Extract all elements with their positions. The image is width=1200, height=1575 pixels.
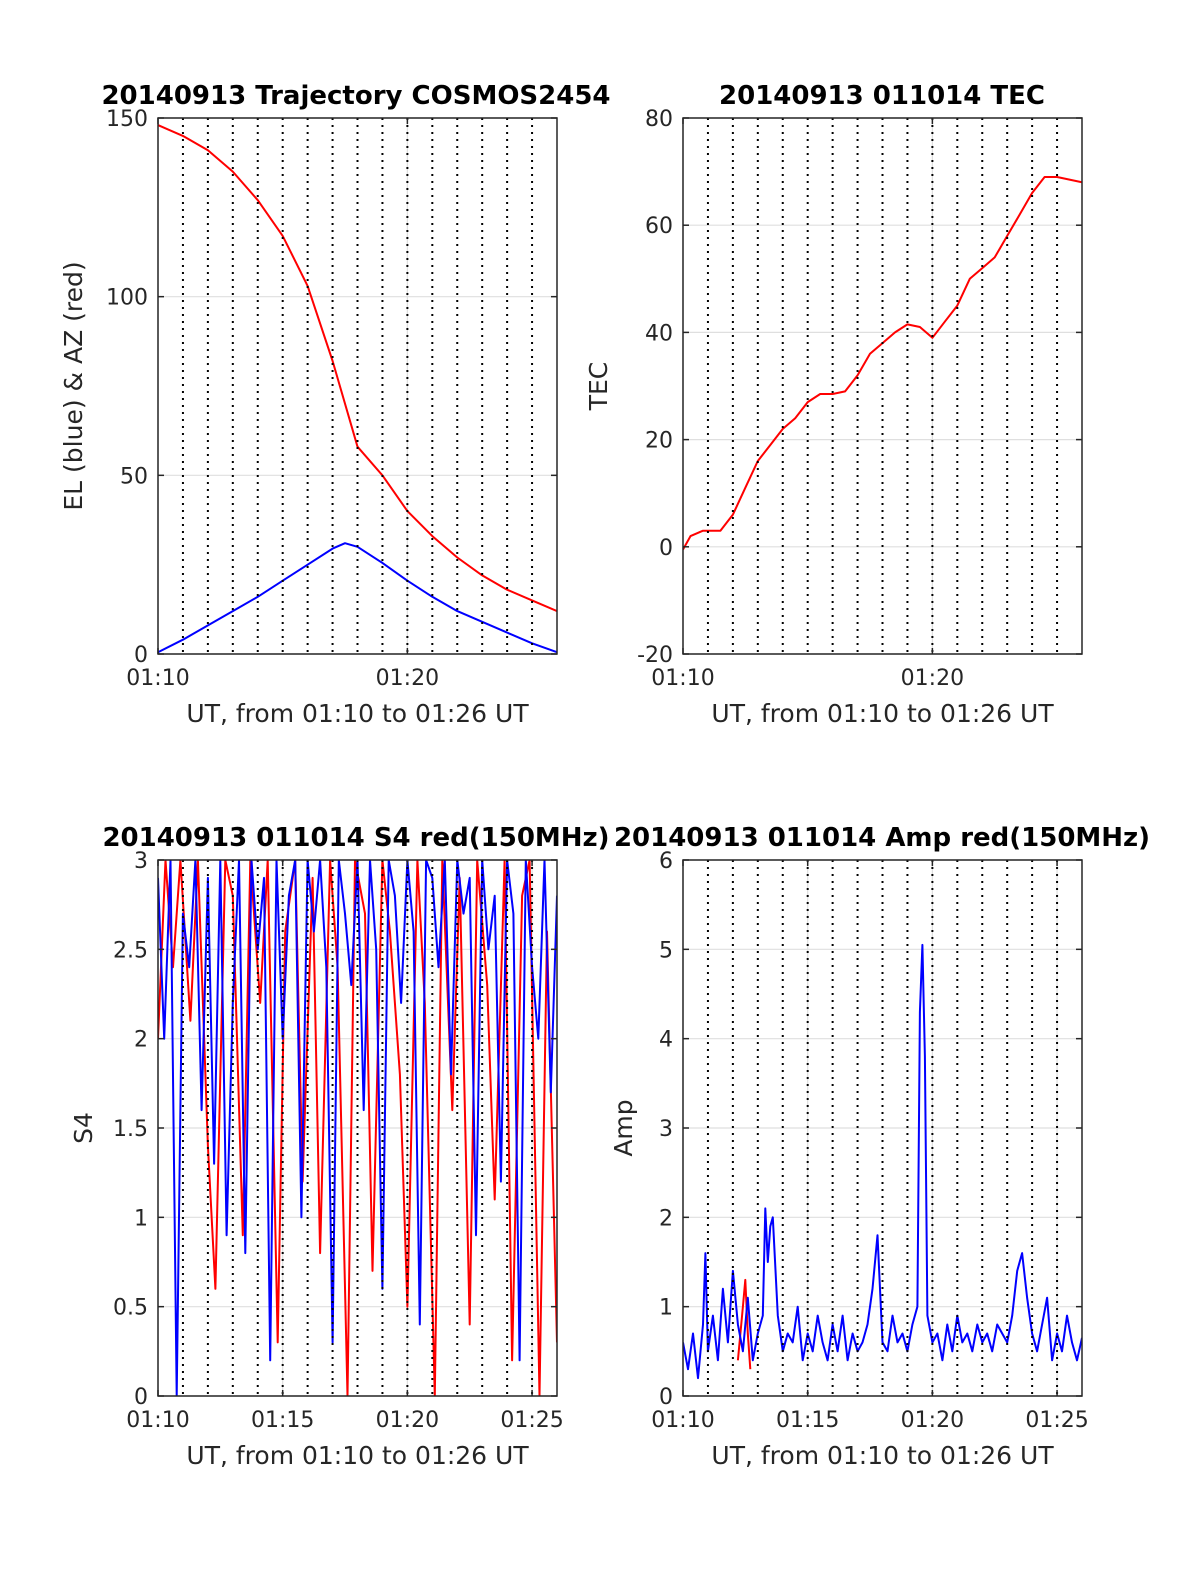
y-tick-label: 2 <box>134 1028 148 1053</box>
trajectory-panel: 0 50 100 150 01:10 01:20 20140913 Trajectory C… <box>59 81 611 728</box>
x-axis-label: UT, from 01:10 to 01:26 UT <box>186 699 529 728</box>
x-tick-label: 01:25 <box>500 1408 563 1433</box>
x-tick-label: 01:20 <box>901 666 964 691</box>
y-tick-label: 0.5 <box>113 1296 148 1321</box>
y-tick-label: 20 <box>645 429 673 454</box>
y-tick-label: 1 <box>659 1296 673 1321</box>
chart-title: 20140913 Trajectory COSMOS2454 <box>101 81 610 111</box>
x-tick-label: 01:20 <box>376 666 439 691</box>
y-tick-label: 3 <box>134 849 148 874</box>
y-axis-label: TEC <box>584 362 613 412</box>
y-axis-label: Amp <box>609 1099 638 1156</box>
y-tick-label: 4 <box>659 1028 673 1053</box>
x-axis-label: UT, from 01:10 to 01:26 UT <box>711 699 1054 728</box>
series-line-1 <box>158 542 557 654</box>
y-tick-label: 0 <box>134 643 148 668</box>
series-line-1 <box>158 860 557 1396</box>
y-tick-label: 80 <box>645 107 673 132</box>
y-tick-label: 150 <box>106 107 148 132</box>
x-tick-label: 01:10 <box>651 666 714 691</box>
x-axis-label: UT, from 01:10 to 01:26 UT <box>186 1441 529 1470</box>
x-tick-label: 01:25 <box>1025 1408 1088 1433</box>
tec-panel: -20 0 20 40 60 80 01:10 01:20 20140913 011014 TE… <box>584 81 1083 728</box>
y-tick-label: 60 <box>645 214 673 239</box>
chart-title: 20140913 011014 TEC <box>719 81 1045 111</box>
axes-frame <box>682 117 1083 655</box>
y-tick-label: -20 <box>637 643 673 668</box>
y-tick-label: 40 <box>645 321 673 346</box>
chart-title: 20140913 011014 Amp red(150MHz) <box>614 823 1150 853</box>
y-tick-label: 100 <box>106 286 148 311</box>
x-tick-label: 01:15 <box>776 1408 839 1433</box>
s4-panel: 0 0.5 1 1.5 2 2.5 3 01:10 01:15 01:20 01:25 2014091… <box>69 823 610 1470</box>
y-tick-label: 0 <box>659 1385 673 1410</box>
y-tick-label: 3 <box>659 1117 673 1142</box>
x-tick-label: 01:20 <box>901 1408 964 1433</box>
axes-frame <box>157 117 558 655</box>
series-line-0 <box>736 1278 752 1370</box>
y-tick-label: 50 <box>120 464 148 489</box>
x-tick-label: 01:15 <box>251 1408 314 1433</box>
y-tick-label: 0 <box>659 536 673 561</box>
chart-title: 20140913 011014 S4 red(150MHz) <box>102 823 609 853</box>
x-tick-label: 01:20 <box>376 1408 439 1433</box>
x-tick-label: 01:10 <box>126 666 189 691</box>
y-tick-label: 2.5 <box>113 938 148 963</box>
series-line-0 <box>158 124 557 613</box>
x-axis-label: UT, from 01:10 to 01:26 UT <box>711 1441 1054 1470</box>
y-tick-label: 2 <box>659 1206 673 1231</box>
y-tick-label: 0 <box>134 1385 148 1410</box>
y-axis-label: EL (blue) & AZ (red) <box>59 261 88 510</box>
y-tick-label: 6 <box>659 849 673 874</box>
y-tick-label: 5 <box>659 938 673 963</box>
y-axis-label: S4 <box>69 1112 98 1144</box>
x-tick-label: 01:10 <box>651 1408 714 1433</box>
x-tick-label: 01:10 <box>126 1408 189 1433</box>
y-tick-label: 1.5 <box>113 1117 148 1142</box>
series-line-1 <box>683 943 1082 1380</box>
y-tick-label: 1 <box>134 1206 148 1231</box>
amp-panel: 0 1 2 3 4 5 6 01:10 01:15 01:20 01:25 20140913 0110… <box>609 823 1150 1470</box>
